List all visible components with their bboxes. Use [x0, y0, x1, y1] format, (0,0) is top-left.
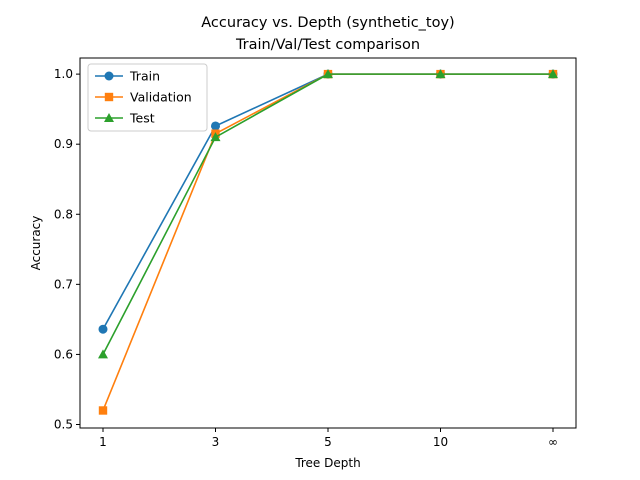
data-point-test: [435, 69, 446, 79]
x-tick-label: ∞: [548, 435, 558, 449]
series-test: [98, 69, 558, 359]
plot-area: 1 3 5 10 ∞ 0.5 0.6 0.7 0.8 0.9 1.0: [54, 67, 558, 449]
legend: Train Validation Test: [87, 63, 208, 132]
data-point-test: [98, 349, 108, 359]
x-tick-label: 3: [212, 435, 220, 449]
plot-frame: [79, 57, 577, 429]
legend-box: [87, 63, 208, 132]
legend-label: Test: [129, 111, 155, 126]
y-tick-label: 0.5: [54, 417, 73, 431]
y-tick-label: 0.8: [54, 207, 73, 221]
legend-item-train: Train: [95, 69, 160, 84]
chart-title: Accuracy vs. Depth (synthetic_toy): [201, 15, 454, 31]
y-axis-label: Accuracy: [29, 216, 43, 271]
x-axis-label: Tree Depth: [294, 456, 360, 470]
x-tick-label: 5: [324, 435, 332, 449]
legend-marker: [104, 92, 114, 102]
data-point-train: [211, 121, 220, 131]
x-tick-label: 10: [433, 435, 448, 449]
y-tick-label: 0.6: [54, 347, 73, 361]
data-point-test: [323, 69, 333, 79]
data-point-validation: [98, 406, 108, 415]
legend-item-test: Test: [95, 111, 155, 126]
chart-subtitle: Train/Val/Test comparison: [235, 37, 420, 53]
legend-label: Train: [129, 69, 160, 84]
legend-item-validation: Validation: [95, 90, 192, 105]
y-tick-label: 0.9: [54, 137, 73, 151]
y-tick-label: 0.7: [54, 277, 73, 291]
x-tick-label: 1: [99, 435, 107, 449]
data-point-test: [548, 69, 558, 79]
data-point-train: [98, 324, 108, 334]
legend-marker: [104, 71, 114, 81]
legend-label: Validation: [130, 90, 192, 105]
data-point-test: [210, 132, 221, 142]
legend-marker: [104, 113, 114, 122]
y-tick-label: 1.0: [54, 67, 73, 81]
